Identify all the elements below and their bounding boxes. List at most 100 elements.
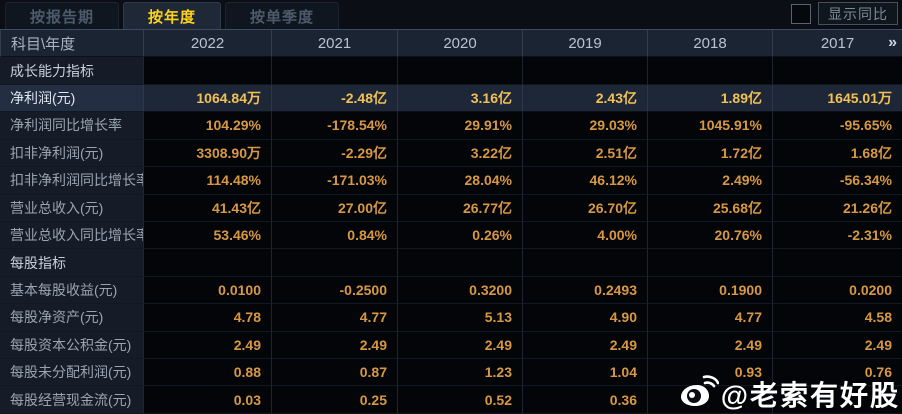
value-cell: 0.3200: [397, 276, 522, 305]
value-cell: [522, 249, 647, 277]
value-cell: -2.29亿: [271, 139, 397, 168]
value-cell: 2.49: [647, 331, 772, 360]
value-cell: 27.00亿: [271, 194, 397, 222]
value-cell: 1.89亿: [647, 84, 772, 113]
table-row: 扣非净利润同比增长率 114.48% -171.03% 28.04% 46.12% 2.4…: [0, 167, 902, 195]
table-row: 每股未分配利润(元) 0.88 0.87 1.23 1.04 0.93 0.76: [0, 359, 902, 387]
row-label: 每股经营现金流(元): [0, 386, 143, 414]
year-header-2018: 2018: [647, 30, 772, 58]
value-cell: 4.77: [647, 304, 772, 332]
value-cell: 3308.90万: [143, 139, 271, 168]
value-cell: 4.77: [271, 304, 397, 332]
value-cell: -2.48亿: [271, 84, 397, 113]
row-label: 扣非净利润同比增长率: [0, 167, 143, 195]
corner-header: 科目\年度: [0, 30, 143, 58]
value-cell: 3.22亿: [397, 139, 522, 168]
show-yoy-checkbox[interactable]: [791, 3, 811, 24]
value-cell: 5.13: [397, 304, 522, 332]
value-cell: -171.03%: [271, 167, 397, 195]
row-label: 营业总收入同比增长率: [0, 221, 143, 250]
value-cell: 29.91%: [397, 112, 522, 140]
row-label: 净利润同比增长率: [0, 112, 143, 140]
value-cell: 0.1900: [647, 276, 772, 305]
section-row: 每股指标: [0, 249, 902, 277]
value-cell: 2.49: [772, 331, 902, 360]
table-row: 基本每股收益(元) 0.0100 -0.2500 0.3200 0.2493 0.1900…: [0, 276, 902, 305]
row-label: 每股未分配利润(元): [0, 359, 143, 387]
value-cell: [397, 57, 522, 85]
show-yoy-button[interactable]: 显示同比: [818, 2, 898, 25]
year-header-2021: 2021: [271, 30, 397, 58]
row-label: 营业总收入(元): [0, 194, 143, 222]
value-cell: 4.00%: [522, 221, 647, 250]
value-cell: [647, 249, 772, 277]
value-cell: 4.78: [143, 304, 271, 332]
table-row: 扣非净利润(元) 3308.90万 -2.29亿 3.22亿 2.51亿 1.72亿 1.6…: [0, 139, 902, 168]
table-row: 每股经营现金流(元) 0.03 0.25 0.52 0.36: [0, 386, 902, 414]
value-cell: 3.16亿: [397, 84, 522, 113]
row-label: 每股资本公积金(元): [0, 331, 143, 360]
value-cell: 2.43亿: [522, 84, 647, 113]
row-label: 净利润(元): [0, 84, 143, 113]
section-row: 成长能力指标: [0, 57, 902, 85]
value-cell: [647, 57, 772, 85]
value-cell: 0.76: [772, 359, 902, 387]
value-cell: 104.29%: [143, 112, 271, 140]
value-cell: 4.90: [522, 304, 647, 332]
value-cell: -56.34%: [772, 167, 902, 195]
value-cell: [271, 249, 397, 277]
value-cell: [522, 57, 647, 85]
value-cell: 1064.84万: [143, 84, 271, 113]
more-years-icon[interactable]: »: [888, 34, 897, 52]
value-cell: 0.2493: [522, 276, 647, 305]
value-cell: [772, 249, 902, 277]
value-cell: [397, 249, 522, 277]
value-cell: 29.03%: [522, 112, 647, 140]
value-cell: 46.12%: [522, 167, 647, 195]
value-cell: 0.87: [271, 359, 397, 387]
tab-1[interactable]: 按年度: [123, 2, 222, 29]
value-cell: 20.76%: [647, 221, 772, 250]
value-cell: [647, 386, 772, 414]
value-cell: 0.88: [143, 359, 271, 387]
value-cell: 2.49: [397, 331, 522, 360]
value-cell: [143, 57, 271, 85]
value-cell: 1645.01万: [772, 84, 902, 113]
value-cell: 0.25: [271, 386, 397, 414]
value-cell: [143, 249, 271, 277]
value-cell: -0.2500: [271, 276, 397, 305]
value-cell: 0.36: [522, 386, 647, 414]
value-cell: 1.72亿: [647, 139, 772, 168]
row-label: 扣非净利润(元): [0, 139, 143, 168]
year-header-2020: 2020: [397, 30, 522, 58]
value-cell: 2.49: [522, 331, 647, 360]
value-cell: [271, 57, 397, 85]
year-header-2017: 2017»: [772, 30, 902, 58]
value-cell: 4.58: [772, 304, 902, 332]
value-cell: 41.43亿: [143, 194, 271, 222]
value-cell: 2.49: [271, 331, 397, 360]
yoy-controls: 显示同比: [791, 2, 898, 25]
value-cell: 25.68亿: [647, 194, 772, 222]
row-label: 成长能力指标: [0, 57, 143, 85]
value-cell: [772, 386, 902, 414]
value-cell: 28.04%: [397, 167, 522, 195]
value-cell: 0.03: [143, 386, 271, 414]
value-cell: 0.93: [647, 359, 772, 387]
value-cell: 1.23: [397, 359, 522, 387]
table-header-row: 科目\年度 2022 2021 2020 2019 2018 2017»: [0, 29, 902, 58]
value-cell: 114.48%: [143, 167, 271, 195]
tab-2[interactable]: 按单季度: [225, 2, 340, 29]
tab-0[interactable]: 按报告期: [5, 2, 120, 29]
table-row: 净利润同比增长率 104.29% -178.54% 29.91% 29.03% 1045.…: [0, 112, 902, 140]
value-cell: 53.46%: [143, 221, 271, 250]
table-row: 营业总收入同比增长率 53.46% 0.84% 0.26% 4.00% 20.76% -2.…: [0, 221, 902, 250]
year-header-2022: 2022: [143, 30, 271, 58]
value-cell: 2.49: [143, 331, 271, 360]
value-cell: 0.84%: [271, 221, 397, 250]
period-tab-bar: 按报告期 按年度 按单季度 显示同比: [0, 0, 902, 29]
value-cell: 2.51亿: [522, 139, 647, 168]
table-row: 每股资本公积金(元) 2.49 2.49 2.49 2.49 2.49 2.49: [0, 331, 902, 360]
row-label: 每股指标: [0, 249, 143, 277]
table-row: 营业总收入(元) 41.43亿 27.00亿 26.77亿 26.70亿 25.68亿 21…: [0, 194, 902, 222]
